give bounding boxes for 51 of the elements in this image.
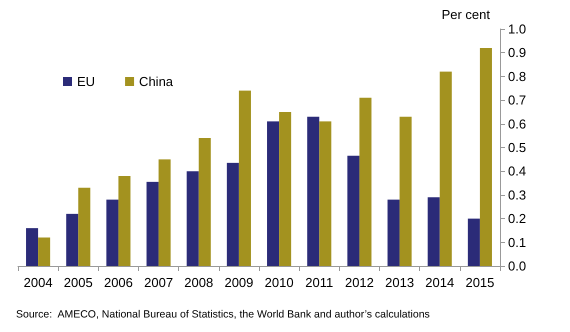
y-tick-label: 0.7: [508, 92, 526, 108]
bar: [347, 156, 360, 266]
x-tick-label: 2011: [305, 275, 334, 290]
bar: [158, 159, 171, 266]
bar: [26, 228, 38, 266]
source-note: Source: AMECO, National Bureau of Statistics, the World Bank and author’s calculations: [16, 308, 430, 320]
bar: [106, 200, 118, 266]
y-tick-label: 0.1: [508, 234, 526, 250]
y-tick-label: 0.5: [508, 140, 526, 155]
bar: [66, 214, 78, 266]
x-tick-label: 2007: [144, 275, 174, 290]
y-tick-label: 0.2: [508, 211, 526, 226]
bar: [238, 90, 251, 266]
bar: [267, 121, 280, 266]
y-tick-label: 0.6: [508, 116, 526, 132]
bar: [319, 121, 332, 266]
bar: [38, 238, 50, 266]
y-tick-label: 0.3: [508, 187, 526, 202]
bar: [388, 200, 400, 266]
bar: [78, 188, 90, 266]
bar: [118, 176, 130, 266]
bar: [186, 171, 199, 266]
y-tick-label: 0.0: [508, 258, 526, 274]
bar: [440, 72, 452, 266]
x-tick-label: 2009: [224, 275, 254, 290]
x-tick-label: 2008: [184, 275, 214, 290]
x-tick-label: 2004: [24, 275, 53, 290]
bar: [400, 116, 412, 266]
bar: [468, 218, 480, 266]
y-tick-label: 0.4: [508, 164, 526, 179]
bar: [198, 138, 211, 266]
x-tick-label: 2010: [264, 275, 294, 290]
bar: [226, 162, 239, 266]
legend-label: China: [139, 74, 174, 89]
legend-label: EU: [77, 74, 96, 89]
bar: [146, 182, 159, 266]
y-tick-label: 0.8: [508, 68, 526, 84]
bar: [279, 112, 292, 266]
x-tick-label: 2013: [385, 275, 414, 290]
y-axis-title: Per cent: [442, 7, 490, 22]
bar: [428, 197, 440, 266]
x-tick-label: 2005: [64, 275, 93, 290]
x-tick-label: 2012: [344, 275, 374, 290]
y-tick-label: 0.9: [508, 45, 526, 60]
bar: [359, 98, 372, 266]
bar: [307, 116, 320, 266]
y-tick-label: 1.0: [508, 22, 526, 36]
x-tick-label: 2006: [104, 275, 133, 290]
x-tick-label: 2014: [425, 275, 454, 290]
x-tick-label: 2015: [465, 275, 494, 290]
bar: [480, 48, 492, 266]
